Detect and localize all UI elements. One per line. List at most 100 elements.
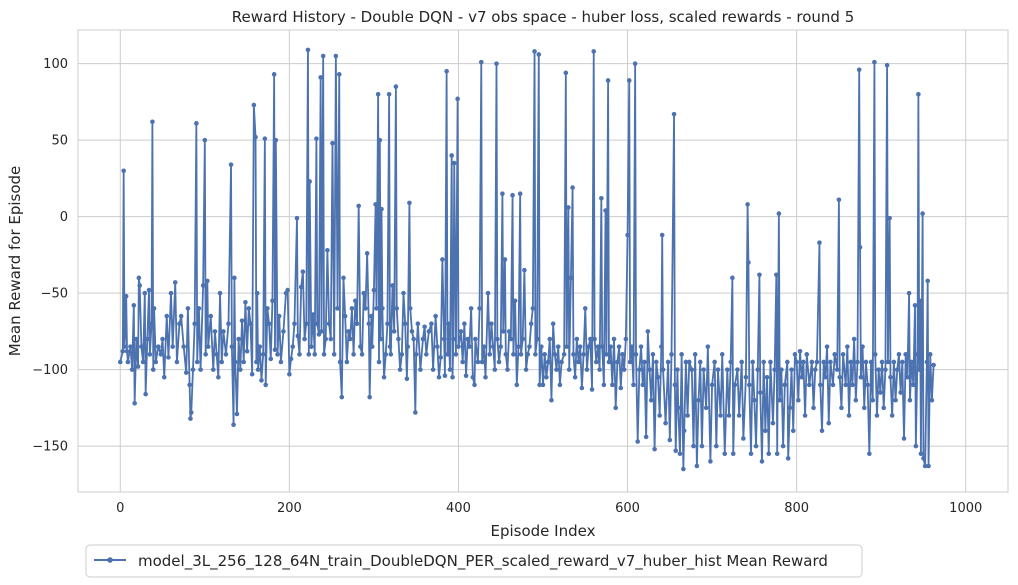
data-point: [393, 84, 399, 89]
data-point: [887, 215, 892, 221]
data-point: [878, 390, 883, 395]
data-point: [478, 59, 484, 65]
data-point: [297, 352, 302, 357]
data-point: [451, 160, 457, 166]
data-point: [735, 367, 740, 372]
data-point: [139, 344, 144, 349]
data-point: [494, 61, 499, 66]
data-point: [473, 336, 478, 342]
data-point: [383, 352, 389, 357]
data-point: [364, 251, 370, 256]
data-point: [554, 367, 559, 372]
data-point: [750, 359, 755, 365]
data-point: [818, 382, 823, 388]
data-point: [608, 344, 613, 349]
data-point: [648, 397, 654, 403]
data-point: [216, 374, 221, 380]
data-point: [305, 47, 311, 53]
data-point: [681, 428, 687, 434]
data-point: [481, 344, 487, 349]
data-point: [564, 344, 569, 349]
data-point: [555, 344, 561, 349]
data-point: [883, 367, 888, 372]
data-point: [589, 387, 595, 392]
data-point: [325, 247, 330, 253]
data-point: [451, 336, 456, 342]
data-point: [860, 344, 865, 349]
data-point: [774, 451, 780, 457]
data-point: [336, 72, 342, 77]
data-point: [320, 53, 326, 59]
data-point: [174, 359, 180, 365]
data-point: [879, 359, 885, 365]
data-point: [361, 290, 367, 296]
data-point: [597, 367, 602, 372]
data-point: [611, 336, 617, 342]
data-point: [913, 443, 919, 449]
data-point: [566, 367, 572, 372]
data-point: [450, 374, 455, 380]
data-point: [623, 336, 629, 342]
data-point: [254, 290, 260, 296]
data-point: [298, 284, 304, 290]
data-point: [508, 336, 514, 342]
data-point: [194, 359, 200, 365]
data-point: [391, 329, 397, 334]
data-point: [407, 200, 412, 206]
data-point: [812, 367, 818, 372]
data-point: [856, 67, 862, 73]
data-point: [462, 321, 467, 327]
data-point: [621, 367, 627, 372]
data-point: [442, 373, 448, 379]
data-point: [232, 275, 237, 281]
data-point: [354, 321, 360, 327]
data-point: [745, 202, 750, 207]
data-point: [905, 374, 910, 380]
data-point: [358, 344, 363, 349]
y-tick-label: 100: [43, 57, 68, 72]
data-point: [542, 352, 547, 357]
data-point: [736, 413, 742, 418]
data-point: [549, 397, 554, 403]
data-point: [239, 318, 245, 323]
data-point: [128, 344, 133, 349]
data-point: [559, 359, 564, 365]
data-point: [505, 367, 510, 372]
data-point: [387, 344, 393, 349]
data-point: [131, 303, 137, 308]
data-point: [571, 352, 576, 357]
data-point: [125, 359, 131, 365]
data-point: [681, 466, 686, 472]
data-point: [557, 382, 563, 388]
data-point: [485, 290, 491, 296]
data-point: [757, 390, 763, 395]
data-point: [168, 290, 174, 296]
data-point: [458, 329, 464, 334]
data-point: [441, 336, 447, 342]
data-point: [342, 313, 348, 319]
data-point: [470, 374, 476, 380]
data-point: [346, 329, 351, 334]
data-point: [885, 359, 891, 365]
data-point: [514, 382, 520, 388]
data-point: [303, 321, 309, 327]
data-point: [312, 352, 318, 357]
data-point: [238, 367, 243, 372]
data-point: [896, 352, 902, 357]
data-point: [865, 382, 870, 388]
data-point: [210, 367, 216, 372]
data-point: [579, 385, 585, 391]
data-point: [679, 352, 684, 357]
data-point: [446, 321, 451, 327]
data-point: [725, 367, 730, 372]
data-point: [797, 348, 803, 354]
data-point: [198, 367, 203, 372]
data-point: [492, 367, 498, 372]
data-point: [226, 321, 231, 327]
data-point: [673, 448, 679, 454]
data-point: [208, 313, 214, 319]
data-point: [677, 451, 683, 457]
data-point: [409, 329, 415, 334]
data-point: [867, 451, 872, 457]
data-point: [669, 352, 674, 357]
